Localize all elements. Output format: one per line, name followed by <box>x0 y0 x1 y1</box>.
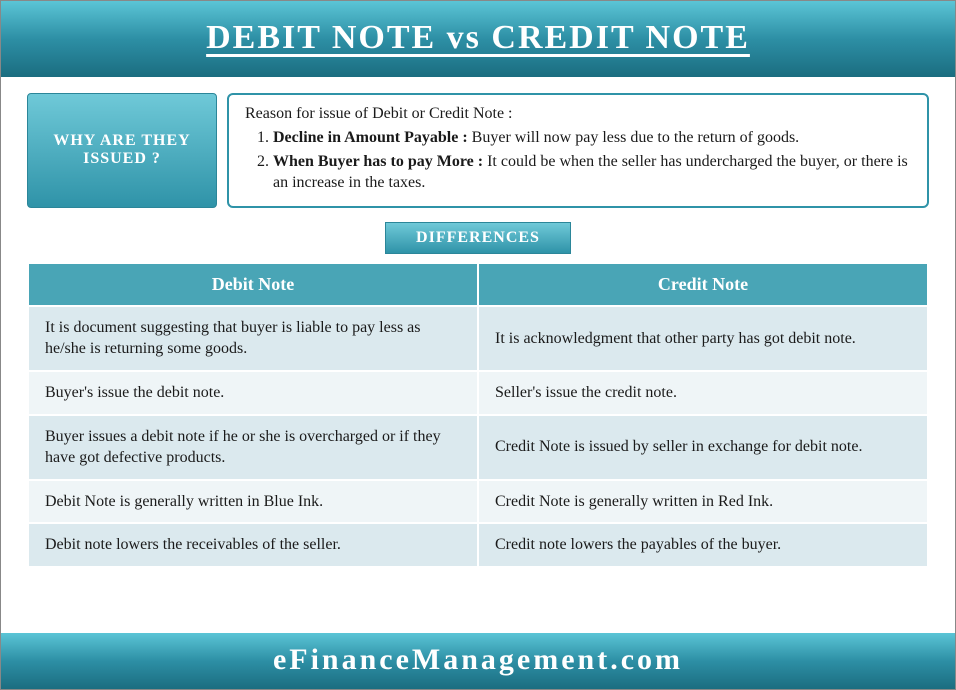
reason-lead: Reason for issue of Debit or Credit Note… <box>245 105 911 123</box>
table-row: Buyer's issue the debit note. Seller's i… <box>28 371 928 415</box>
infographic-container: DEBIT NOTE vs CREDIT NOTE WHY ARE THEY I… <box>0 0 956 690</box>
reason-item: Decline in Amount Payable : Buyer will n… <box>273 127 911 149</box>
cell-credit: Seller's issue the credit note. <box>478 371 928 415</box>
differences-label: DIFFERENCES <box>385 222 571 254</box>
reason-text: Buyer will now pay less due to the retur… <box>468 129 800 146</box>
col-header-credit: Credit Note <box>478 263 928 306</box>
reason-box: Reason for issue of Debit or Credit Note… <box>227 93 929 208</box>
cell-debit: Debit Note is generally written in Blue … <box>28 480 478 524</box>
cell-credit: It is acknowledgment that other party ha… <box>478 306 928 371</box>
reason-bold: When Buyer has to pay More : <box>273 153 483 170</box>
cell-debit: Debit note lowers the receivables of the… <box>28 523 478 567</box>
differences-label-wrap: DIFFERENCES <box>1 222 955 254</box>
cell-debit: Buyer issues a debit note if he or she i… <box>28 415 478 480</box>
cell-debit: It is document suggesting that buyer is … <box>28 306 478 371</box>
intro-row: WHY ARE THEY ISSUED ? Reason for issue o… <box>27 93 929 208</box>
reason-item: When Buyer has to pay More : It could be… <box>273 151 911 194</box>
table-row: It is document suggesting that buyer is … <box>28 306 928 371</box>
table-header-row: Debit Note Credit Note <box>28 263 928 306</box>
cell-credit: Credit Note is issued by seller in excha… <box>478 415 928 480</box>
differences-table: Debit Note Credit Note It is document su… <box>27 262 929 568</box>
table-row: Debit note lowers the receivables of the… <box>28 523 928 567</box>
cell-debit: Buyer's issue the debit note. <box>28 371 478 415</box>
col-header-debit: Debit Note <box>28 263 478 306</box>
reason-list: Decline in Amount Payable : Buyer will n… <box>273 127 911 194</box>
table-row: Debit Note is generally written in Blue … <box>28 480 928 524</box>
cell-credit: Credit note lowers the payables of the b… <box>478 523 928 567</box>
page-title: DEBIT NOTE vs CREDIT NOTE <box>1 1 955 77</box>
why-issued-label: WHY ARE THEY ISSUED ? <box>27 93 217 208</box>
reason-bold: Decline in Amount Payable : <box>273 129 468 146</box>
table-row: Buyer issues a debit note if he or she i… <box>28 415 928 480</box>
footer-site: eFinanceManagement.com <box>1 633 955 689</box>
cell-credit: Credit Note is generally written in Red … <box>478 480 928 524</box>
